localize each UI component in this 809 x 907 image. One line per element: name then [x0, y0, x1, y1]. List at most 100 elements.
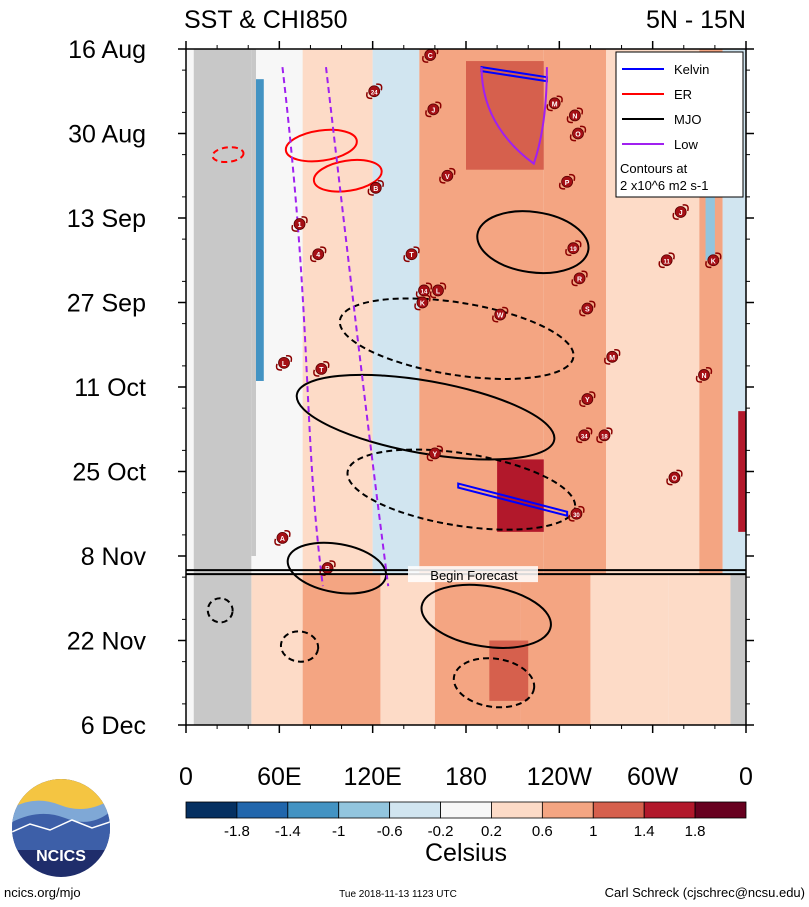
storm-arm-top — [425, 282, 433, 290]
storm-arm-top — [285, 354, 293, 363]
storm-label: 11 — [663, 259, 670, 265]
x-tick-label-3: 180 — [445, 763, 487, 791]
sst-band-5 — [543, 49, 606, 575]
sst-band-19 — [738, 411, 746, 532]
sst-band-3 — [419, 49, 466, 575]
storm-label: K — [711, 258, 716, 265]
mjo-contour-2 — [295, 373, 556, 461]
kelvin-contour-1 — [457, 482, 569, 518]
storm-arm-bottom — [492, 315, 499, 323]
colorbar: -1.8 -1.4 -1 -0.6 -0.2 0.2 0.6 1 1.4 1.8 — [185, 801, 747, 840]
storm-marker-23: L — [275, 354, 293, 371]
storm-core — [598, 429, 611, 442]
sst-band-9 — [251, 574, 303, 725]
colorbar-bin-2 — [287, 801, 340, 819]
storm-arm-top — [614, 348, 621, 357]
colorbar-bin-0 — [185, 801, 238, 819]
storm-marker-0: C — [422, 49, 439, 63]
storm-label: V — [445, 174, 450, 181]
storm-arm-bottom — [566, 116, 573, 124]
storm-label: T — [319, 367, 324, 374]
colorbar-bin-6 — [491, 801, 543, 819]
storm-arm-top — [579, 125, 587, 133]
storm-arm-bottom — [274, 538, 281, 546]
legend-label-low: Low — [674, 137, 698, 152]
low-contour-2 — [480, 67, 548, 166]
storm-label: R — [577, 276, 582, 283]
mjo-contour-8 — [206, 597, 234, 624]
sst-band-18 — [489, 640, 529, 701]
storm-marker-8: P — [558, 173, 576, 190]
storm-arm-bottom — [414, 303, 421, 311]
storm-arm-top — [606, 427, 613, 435]
storm-core — [668, 471, 681, 484]
ncics-logo: NCICS — [12, 779, 110, 877]
colorbar-tick-label-9: 1.8 — [685, 823, 706, 840]
axes: 16 Aug 30 Aug 13 Sep 27 Sep 11 Oct 25 Oct 8 No… — [67, 36, 754, 791]
storm-marker-27: 34 — [576, 427, 593, 444]
mjo-contour-4 — [286, 541, 388, 595]
storm-arm-bottom — [403, 255, 410, 263]
y-tick-label-1: 30 Aug — [68, 121, 146, 149]
storm-core — [573, 272, 586, 285]
storm-arm-bottom — [658, 261, 665, 269]
storm-arm-top — [578, 505, 585, 513]
er-contour-0 — [284, 128, 358, 163]
storm-core — [427, 103, 440, 116]
storm-arm-top — [435, 101, 442, 109]
storm-label: 18 — [601, 434, 608, 440]
legend-label-er: ER — [674, 87, 692, 102]
storm-arm-bottom — [429, 291, 437, 299]
storm-marker-4: N — [566, 107, 584, 124]
colorbar-tick-label-7: 1 — [589, 823, 597, 840]
storm-arm-bottom — [596, 436, 603, 444]
storm-arm-top — [413, 246, 420, 254]
land-mask-1 — [193, 574, 252, 725]
storm-marker-14: 11 — [658, 252, 675, 269]
storm-arm-bottom — [422, 55, 429, 63]
storm-arm-bottom — [695, 375, 703, 383]
storm-marker-2: J — [425, 101, 442, 118]
y-tick-label-4: 11 Oct — [74, 374, 146, 402]
colorbar-bin-7 — [541, 801, 594, 819]
storm-arm-top — [575, 240, 582, 248]
storm-label: S — [585, 307, 590, 314]
mjo-contour-1 — [338, 297, 575, 380]
storm-core — [416, 296, 429, 309]
storm-marker-12: 4 — [310, 246, 327, 263]
y-tick-label-6: 8 Nov — [81, 543, 147, 571]
x-tick-label-5: 60W — [627, 763, 679, 791]
storm-core — [418, 284, 430, 297]
storm-arm-top — [682, 204, 689, 212]
sst-band-10 — [302, 574, 381, 725]
storm-label: O — [672, 476, 678, 483]
y-tick-label-0: 16 Aug — [68, 36, 146, 64]
storm-arm-top — [556, 95, 563, 103]
colorbar-tick-label-5: 0.2 — [481, 823, 502, 840]
storm-core — [276, 531, 289, 544]
logo-wave — [12, 819, 110, 833]
storm-arm-bottom — [672, 212, 679, 220]
sst-band-20 — [256, 79, 264, 381]
chart-title-left: SST & CHI850 — [184, 6, 348, 34]
footer-url: ncics.org/mjo — [4, 885, 81, 900]
storm-core — [548, 97, 561, 110]
storm-label: L — [436, 288, 441, 295]
storm-marker-32: A — [274, 530, 291, 546]
colorbar-tick-label-6: 0.6 — [532, 823, 553, 840]
forecast-label: Begin Forecast — [430, 568, 518, 583]
storm-core — [278, 356, 290, 369]
storm-label: J — [431, 107, 435, 114]
storm-arm-top — [581, 270, 588, 278]
er-contour-1 — [312, 158, 383, 193]
storm-core — [581, 393, 594, 405]
storm-arm-top — [589, 391, 596, 399]
contours — [206, 65, 590, 709]
storm-marker-31: 30 — [568, 505, 585, 522]
storm-marker-7: B — [367, 179, 384, 196]
storm-arm-bottom — [310, 255, 317, 263]
colorbar-bin-10 — [694, 801, 747, 819]
storm-arm-bottom — [565, 248, 572, 257]
storm-label: L — [282, 361, 287, 368]
